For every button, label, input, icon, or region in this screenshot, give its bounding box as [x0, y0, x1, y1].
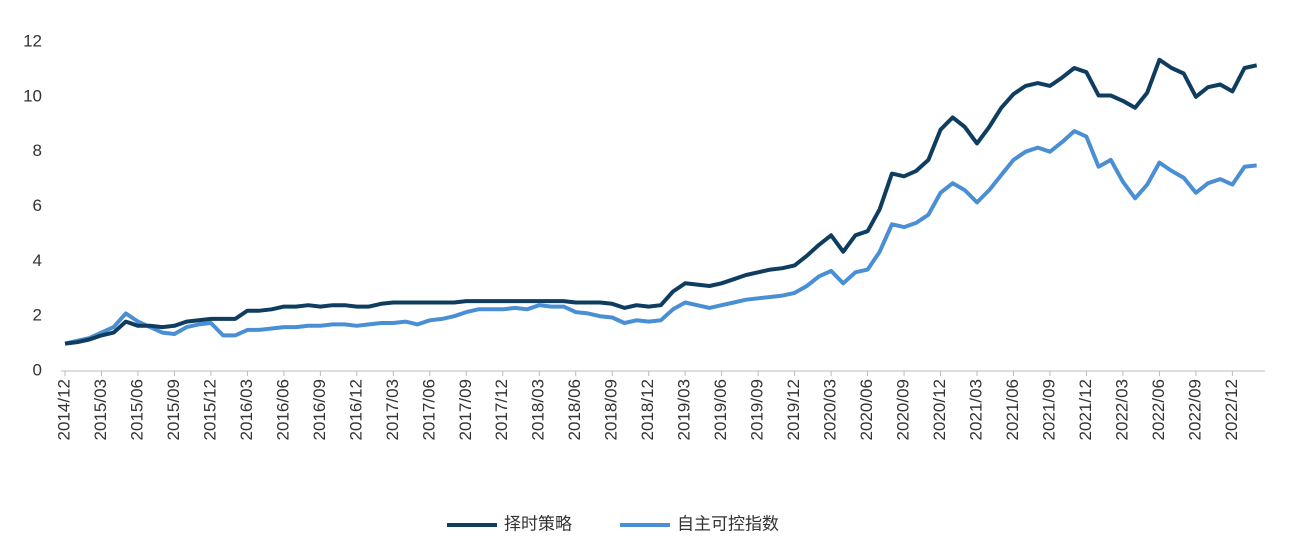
- x-tick-label: 2020/06: [857, 379, 876, 440]
- y-tick-label: 12: [23, 31, 42, 50]
- legend-label: 择时策略: [504, 514, 572, 533]
- y-tick-label: 10: [23, 86, 42, 105]
- x-tick-label: 2022/06: [1149, 379, 1168, 440]
- x-tick-label: 2021/12: [1076, 379, 1095, 440]
- x-tick-label: 2022/09: [1185, 379, 1204, 440]
- y-tick-label: 0: [33, 360, 42, 379]
- x-tick-label: 2021/06: [1003, 379, 1022, 440]
- x-tick-label: 2019/03: [675, 379, 694, 440]
- legend-label: 自主可控指数: [677, 514, 779, 533]
- x-tick-label: 2015/06: [127, 379, 146, 440]
- x-tick-label: 2016/09: [310, 379, 329, 440]
- x-tick-label: 2015/03: [91, 379, 110, 440]
- x-tick-label: 2021/03: [966, 379, 985, 440]
- x-tick-label: 2019/06: [711, 379, 730, 440]
- y-tick-label: 8: [33, 141, 42, 160]
- x-tick-label: 2017/12: [492, 379, 511, 440]
- x-tick-label: 2014/12: [54, 379, 73, 440]
- series-line: [64, 57, 1258, 346]
- x-tick-label: 2018/06: [565, 379, 584, 440]
- x-tick-label: 2020/12: [930, 379, 949, 440]
- y-tick-label: 2: [33, 306, 42, 325]
- x-tick-label: 2015/12: [200, 379, 219, 440]
- x-tick-label: 2019/12: [784, 379, 803, 440]
- x-tick-label: 2020/03: [821, 379, 840, 440]
- x-tick-label: 2017/06: [419, 379, 438, 440]
- x-tick-label: 2022/03: [1112, 379, 1131, 440]
- x-tick-label: 2018/09: [602, 379, 621, 440]
- series-line: [64, 129, 1257, 346]
- x-tick-label: 2016/12: [346, 379, 365, 440]
- x-tick-label: 2020/09: [894, 379, 913, 440]
- x-tick-label: 2018/12: [638, 379, 657, 440]
- x-tick-label: 2016/06: [273, 379, 292, 440]
- x-tick-label: 2021/09: [1039, 379, 1058, 440]
- y-tick-label: 6: [33, 196, 42, 215]
- y-tick-label: 4: [33, 251, 42, 270]
- x-tick-label: 2018/03: [529, 379, 548, 440]
- x-tick-label: 2017/09: [456, 379, 475, 440]
- x-tick-label: 2017/03: [383, 379, 402, 440]
- x-tick-label: 2019/09: [748, 379, 767, 440]
- x-tick-label: 2015/09: [164, 379, 183, 440]
- x-tick-label: 2016/03: [237, 379, 256, 440]
- x-tick-label: 2022/12: [1222, 379, 1241, 440]
